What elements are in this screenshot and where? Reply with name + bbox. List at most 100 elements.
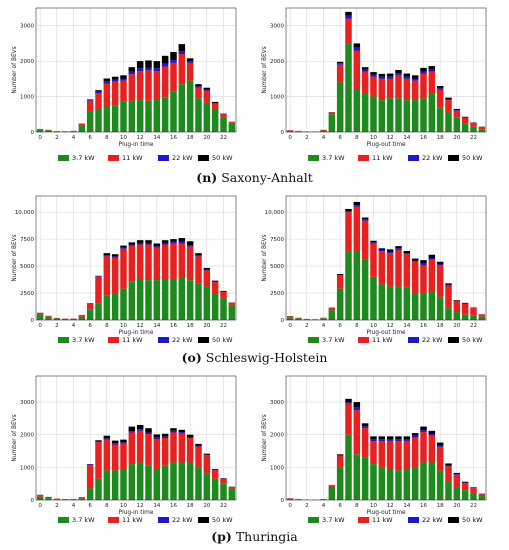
bar-segment-22kw <box>436 445 444 447</box>
legend-label: 22 kW <box>422 336 443 344</box>
y-tick-label: 3000 <box>20 400 34 406</box>
bar-segment-22kw <box>211 281 219 283</box>
bar-segment-37kw <box>78 498 86 500</box>
bar-segment-22kw <box>395 73 402 76</box>
x-tick-label: 20 <box>203 135 210 141</box>
legend-swatch <box>358 517 369 523</box>
x-tick-label: 18 <box>187 323 194 329</box>
bar-segment-22kw <box>161 436 169 438</box>
bar-segment-11kw <box>186 246 194 281</box>
x-tick-label: 2 <box>55 503 59 509</box>
bar-segment-37kw <box>153 100 161 132</box>
bar-segment-22kw <box>95 441 102 443</box>
y-axis-label: Number of BEVs <box>262 414 268 461</box>
bar-segment-37kw <box>161 97 169 132</box>
plot-frame <box>285 195 487 321</box>
bar-segment-22kw <box>336 275 344 276</box>
bar-segment-11kw <box>403 440 411 469</box>
bar-segment-11kw <box>145 434 152 466</box>
bar-segment-22kw <box>170 241 177 244</box>
y-tick-label: 1000 <box>270 465 284 471</box>
bar-segment-37kw <box>361 259 369 320</box>
bar-segment-22kw <box>111 79 119 82</box>
bar-segment-37kw <box>61 499 69 500</box>
bar-segment-37kw <box>328 310 336 320</box>
x-tick-label: 12 <box>137 135 144 141</box>
bar-segment-11kw <box>211 282 219 294</box>
x-axis-label: Plug-in time <box>119 510 154 516</box>
bar-segment-22kw <box>161 63 169 67</box>
bar-segment-11kw <box>286 130 294 131</box>
bar-segment-37kw <box>170 91 177 132</box>
bar-segment-22kw <box>86 100 94 101</box>
bar-segment-37kw <box>36 314 44 320</box>
bar-segment-37kw <box>186 462 194 500</box>
chart-svg: 0 2500 5000 7500 10,000 0 2 4 6 8 10 12 14 16 18 20 22 Pl… <box>262 195 487 336</box>
bar-segment-37kw <box>370 276 377 320</box>
bar-segment-37kw <box>361 93 369 132</box>
bar-segment-11kw <box>195 87 202 99</box>
bar-segment-11kw <box>161 438 169 466</box>
bar-segment-50kw <box>195 253 202 256</box>
bar-segment-37kw <box>45 130 52 132</box>
bar-segment-37kw <box>320 499 327 500</box>
bar-segment-50kw <box>403 436 411 439</box>
bar-segment-50kw <box>153 243 161 247</box>
bar-segment-50kw <box>178 44 186 52</box>
bar-segment-37kw <box>211 108 219 132</box>
legend-swatch <box>448 337 459 343</box>
legend-label: 3.7 kW <box>322 154 345 162</box>
x-tick-label: 12 <box>137 323 144 329</box>
legend-p-left: 3.7 kW 11 kW 22 kW 50 kW <box>20 513 238 527</box>
x-tick-label: 18 <box>187 503 194 509</box>
bar-segment-37kw <box>161 279 169 320</box>
bar-segment-37kw <box>378 284 386 320</box>
caption-n-letter: (n) <box>196 170 218 185</box>
chart-svg: 0 1000 2000 3000 0 2 4 6 8 10 12 14 16 18 20 22 Plug-in … <box>12 375 237 516</box>
legend-item: 11 kW <box>108 336 143 344</box>
bar-segment-50kw <box>395 70 402 74</box>
bar-segment-50kw <box>203 87 211 90</box>
x-tick-label: 4 <box>322 135 326 141</box>
legend-swatch <box>198 155 209 161</box>
bar-segment-37kw <box>345 434 352 500</box>
bar-segment-37kw <box>461 314 469 320</box>
bar-segment-50kw <box>345 208 352 212</box>
y-tick-label: 2500 <box>270 291 284 297</box>
bar-segment-37kw <box>403 287 411 320</box>
bar-segment-37kw <box>420 462 427 500</box>
caption-o: (o) Schleswig-Holstein <box>0 350 509 365</box>
bar-segment-50kw <box>128 426 136 432</box>
bar-segment-22kw <box>145 242 152 245</box>
y-axis-label: Number of BEVs <box>262 234 268 281</box>
bar-segment-50kw <box>453 472 461 475</box>
bar-segment-37kw <box>295 499 302 500</box>
bar-segment-37kw <box>461 123 469 132</box>
legend-swatch <box>58 155 69 161</box>
bar-segment-11kw <box>411 437 419 468</box>
x-tick-label: 20 <box>453 503 460 509</box>
y-tick-label: 0 <box>281 130 285 136</box>
x-tick-label: 16 <box>420 323 427 329</box>
bar-segment-11kw <box>328 308 336 311</box>
x-axis-label: Plug-out time <box>366 142 406 148</box>
x-tick-label: 10 <box>120 503 127 509</box>
bar-segment-11kw <box>203 455 211 474</box>
chart-svg: 0 1000 2000 3000 0 2 4 6 8 10 12 14 16 18 20 22 Plug-out… <box>262 7 487 148</box>
bar-segment-37kw <box>186 280 194 320</box>
x-tick-label: 6 <box>88 323 92 329</box>
bar-segment-37kw <box>153 469 161 500</box>
bar-segment-22kw <box>103 81 111 84</box>
bar-segment-11kw <box>461 483 469 491</box>
y-tick-label: 3000 <box>270 400 284 406</box>
bar-segment-11kw <box>103 439 111 471</box>
bar-segment-50kw <box>120 245 127 248</box>
bar-segment-37kw <box>136 100 144 132</box>
legend-item: 11 kW <box>108 516 143 524</box>
plot-frame <box>35 375 237 501</box>
legend-label: 3.7 kW <box>72 154 95 162</box>
bar-segment-50kw <box>436 261 444 264</box>
bar-segment-22kw <box>136 68 144 72</box>
bar-segment-50kw <box>445 283 452 285</box>
bar-segment-50kw <box>436 442 444 446</box>
